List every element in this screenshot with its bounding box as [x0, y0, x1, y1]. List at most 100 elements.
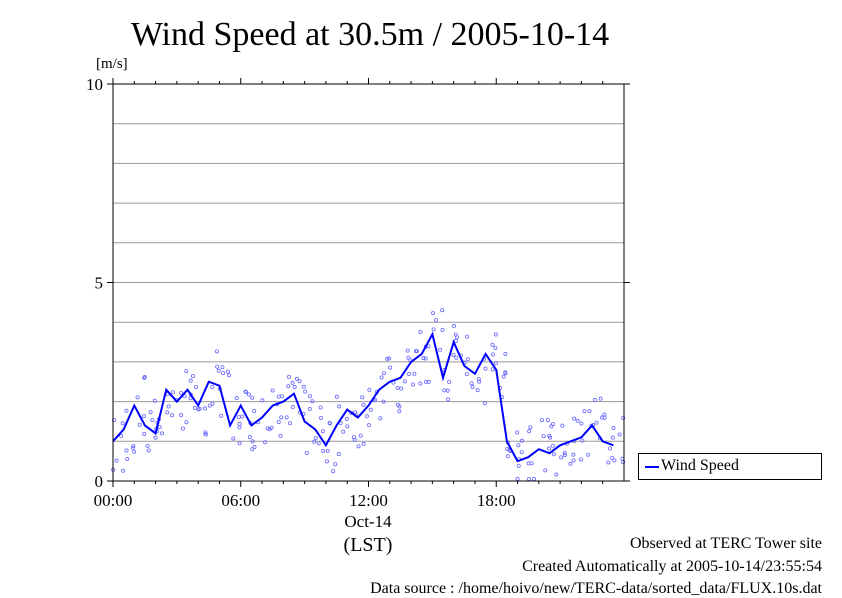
- scatter-point: [276, 420, 281, 425]
- legend-line-swatch: [645, 466, 659, 468]
- scatter-point: [114, 458, 119, 463]
- x-tick-label: 06:00: [221, 491, 260, 510]
- scatter-point: [442, 388, 447, 393]
- scatter-point: [469, 381, 474, 386]
- footer-created: Created Automatically at 2005-10-14/23:5…: [522, 558, 822, 575]
- scatter-point: [379, 375, 384, 380]
- scatter-point: [490, 342, 495, 347]
- scatter-point: [572, 416, 577, 421]
- scatter-point: [483, 366, 488, 371]
- scatter-point: [252, 408, 257, 413]
- scatter-point: [179, 413, 184, 418]
- scatter-point: [148, 410, 153, 415]
- scatter-point: [560, 423, 565, 428]
- scatter-point: [160, 431, 165, 436]
- scatter-point: [493, 345, 498, 350]
- scatter-point: [270, 388, 275, 393]
- scatter-point: [260, 398, 265, 403]
- scatter-point: [477, 379, 482, 384]
- scatter-point: [505, 446, 510, 451]
- scatter-point: [141, 414, 146, 419]
- scatter-point: [519, 438, 524, 443]
- scatter-point: [325, 448, 330, 453]
- scatter-point: [562, 453, 567, 458]
- scatter-point: [210, 401, 215, 406]
- scatter-point: [319, 415, 324, 420]
- scatter-point: [452, 323, 457, 328]
- scatter-point: [547, 433, 552, 438]
- scatter-point: [571, 452, 576, 457]
- scatter-point: [366, 423, 371, 428]
- scatter-point: [279, 415, 284, 420]
- series-line-wind-speed: [112, 331, 614, 463]
- scatter-point: [381, 399, 386, 404]
- scatter-point: [286, 384, 291, 389]
- scatter-point: [301, 384, 306, 389]
- scatter-point: [324, 459, 329, 464]
- scatter-point: [188, 378, 193, 383]
- scatter-point: [440, 327, 445, 332]
- scatter-point: [284, 415, 289, 420]
- scatter-point: [543, 468, 548, 473]
- scatter-point: [587, 409, 592, 414]
- scatter-point: [360, 395, 365, 400]
- scatter-point: [406, 355, 411, 360]
- y-axis-unit-label: [m/s]: [96, 56, 128, 72]
- scatter-point: [445, 388, 450, 393]
- scatter-point: [602, 412, 607, 417]
- scatter-point: [446, 397, 451, 402]
- scatter-point: [531, 477, 536, 482]
- scatter-point: [620, 456, 625, 461]
- scatter-point: [541, 434, 546, 439]
- scatter-point: [250, 395, 255, 400]
- scatter-point: [545, 418, 550, 423]
- scatter-point: [410, 382, 415, 387]
- scatter-point: [575, 418, 580, 423]
- scatter-point: [214, 349, 219, 354]
- scatter-point: [546, 446, 551, 451]
- scatter-point: [225, 369, 230, 374]
- scatter-point: [451, 352, 456, 357]
- scatter-point: [182, 394, 187, 399]
- scatter-point: [265, 426, 270, 431]
- scatter-point: [215, 364, 220, 369]
- scatter-point: [464, 372, 469, 377]
- scatter-point: [549, 424, 554, 429]
- scatter-point: [430, 311, 435, 316]
- legend-label: Wind Speed: [661, 457, 740, 474]
- scatter-point: [414, 349, 419, 354]
- scatter-point: [331, 469, 336, 474]
- scatter-point: [476, 377, 481, 382]
- scatter-point: [192, 406, 197, 411]
- scatter-point: [388, 365, 393, 370]
- y-tick-label: 5: [95, 274, 104, 293]
- scatter-point: [231, 436, 236, 441]
- scatter-point: [397, 404, 402, 409]
- scatter-point: [594, 420, 599, 425]
- scatter-point: [516, 463, 521, 468]
- scatter-point: [493, 332, 498, 337]
- series-line-layer: [112, 331, 614, 463]
- scatter-point: [378, 416, 383, 421]
- scatter-point: [385, 356, 390, 361]
- scatter-point: [602, 415, 607, 420]
- scatter-point: [121, 468, 126, 473]
- scatter-point: [292, 385, 297, 390]
- axis-ticks: 0 5 10 00:00 06:00 12:00 18:00: [86, 75, 630, 510]
- scatter-point: [269, 425, 274, 430]
- scatter-point: [250, 447, 255, 452]
- scatter-point: [280, 394, 285, 399]
- scatter-point: [237, 422, 242, 427]
- scatter-point: [399, 386, 404, 391]
- scatter-point: [431, 327, 436, 332]
- scatter-point: [493, 361, 498, 366]
- scatter-point: [132, 449, 137, 454]
- scatter-point: [418, 381, 423, 386]
- scatter-point: [490, 352, 495, 357]
- scatter-point: [551, 452, 556, 457]
- scatter-point: [580, 438, 585, 443]
- x-tick-label: 18:00: [477, 491, 516, 510]
- scatter-point: [361, 441, 366, 446]
- x-axis-date-label: Oct-14: [344, 512, 392, 531]
- scatter-point: [447, 379, 452, 384]
